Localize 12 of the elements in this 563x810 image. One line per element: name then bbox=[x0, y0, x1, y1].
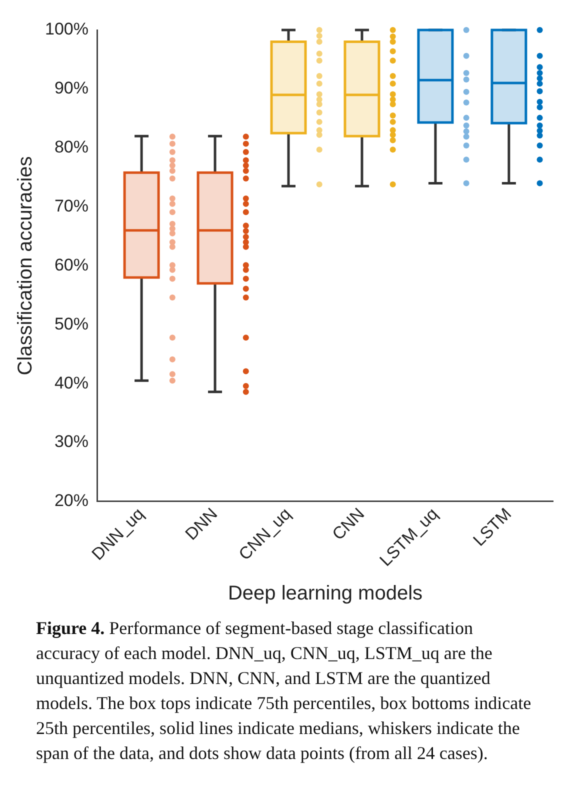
y-tick-label: 30% bbox=[54, 432, 88, 452]
y-tick-label: 100% bbox=[44, 20, 88, 39]
y-tick-label: 50% bbox=[54, 314, 88, 334]
caption: Figure 4. Performance of segment-based stage classification accuracy of each model. DNN_uq, CNN_uq, LSTM_uq are the unquantized models. DNN, CNN, and LSTM are the quantized models. The box tops indicate 75th percentiles, box bottoms indicate 25th percentiles, solid lines indicate medians, whiskers indicate the span of the data, and dots show data points (from all 24 cases). bbox=[35, 617, 532, 765]
y-tick-label: 70% bbox=[54, 196, 88, 216]
y-tick-label: 40% bbox=[54, 373, 88, 392]
y-tick-label: 60% bbox=[54, 255, 88, 274]
y-axis-title: Classification accuracies bbox=[14, 156, 37, 376]
y-tick-label: 20% bbox=[54, 491, 88, 510]
y-tick-label: 90% bbox=[54, 78, 88, 98]
x-axis-title: Deep learning models bbox=[228, 582, 423, 605]
y-tick-label: 80% bbox=[54, 138, 88, 157]
